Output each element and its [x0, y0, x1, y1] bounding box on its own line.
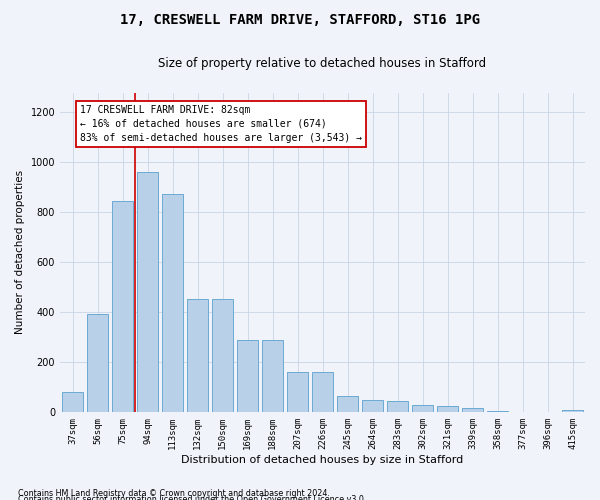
Bar [287, 372, 308, 412]
Bar [212, 298, 233, 412]
Y-axis label: Number of detached properties: Number of detached properties [15, 170, 25, 334]
Bar [412, 405, 433, 412]
Bar [437, 406, 458, 412]
Bar [162, 194, 183, 412]
Text: Contains HM Land Registry data © Crown copyright and database right 2024.: Contains HM Land Registry data © Crown c… [18, 488, 330, 498]
Bar [87, 314, 108, 412]
Bar [187, 298, 208, 412]
Text: 17, CRESWELL FARM DRIVE, STAFFORD, ST16 1PG: 17, CRESWELL FARM DRIVE, STAFFORD, ST16 … [120, 12, 480, 26]
Bar [387, 401, 408, 412]
Bar [337, 396, 358, 412]
Bar [312, 372, 333, 412]
X-axis label: Distribution of detached houses by size in Stafford: Distribution of detached houses by size … [181, 455, 464, 465]
Text: 17 CRESWELL FARM DRIVE: 82sqm
← 16% of detached houses are smaller (674)
83% of : 17 CRESWELL FARM DRIVE: 82sqm ← 16% of d… [80, 105, 362, 143]
Bar [262, 340, 283, 412]
Bar [237, 340, 258, 412]
Bar [487, 411, 508, 412]
Bar [112, 201, 133, 412]
Bar [562, 410, 583, 412]
Bar [137, 172, 158, 412]
Text: Contains public sector information licensed under the Open Government Licence v3: Contains public sector information licen… [18, 495, 367, 500]
Bar [62, 392, 83, 412]
Bar [462, 408, 483, 412]
Bar [362, 400, 383, 412]
Title: Size of property relative to detached houses in Stafford: Size of property relative to detached ho… [158, 58, 487, 70]
